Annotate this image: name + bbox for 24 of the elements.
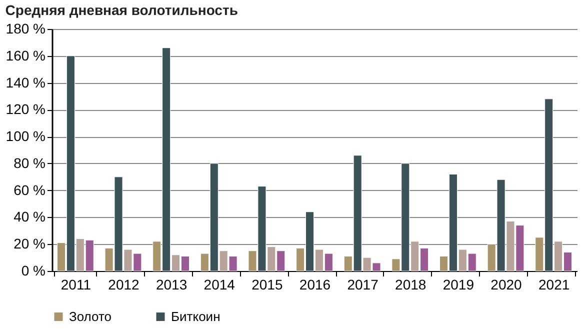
legend-label: Биткоин	[171, 308, 220, 324]
y-tick-label: 160 %	[6, 47, 46, 64]
y-tick-label: 0 %	[21, 262, 46, 278]
y-tick-label: 20 %	[14, 236, 46, 252]
y-tick-label: 180 %	[6, 20, 46, 36]
y-tick-label: 80 %	[14, 154, 46, 171]
x-tick-label: 2019	[442, 276, 474, 292]
x-tick-label: 2013	[156, 276, 188, 292]
y-tick-label: 60 %	[14, 182, 46, 198]
chart-title: Средняя дневная волотильность	[5, 2, 238, 18]
x-tick-label: 2015	[252, 276, 283, 292]
x-tick-label: 2012	[108, 276, 140, 292]
x-tick-label: 2016	[299, 276, 331, 292]
x-tick-label: 2011	[60, 276, 92, 292]
x-tick-label: 2018	[395, 276, 426, 292]
legend-label: Золото	[69, 308, 112, 324]
y-tick-label: 120 %	[6, 101, 46, 118]
y-tick-label: 40 %	[14, 208, 46, 225]
x-tick-label: 2021	[538, 276, 570, 292]
x-tick-label: 2017	[347, 276, 379, 292]
x-tick-label: 2020	[490, 276, 522, 292]
y-tick-label: 100 %	[6, 128, 46, 144]
x-tick-label: 2014	[204, 276, 236, 292]
y-tick-label: 140 %	[6, 74, 46, 90]
